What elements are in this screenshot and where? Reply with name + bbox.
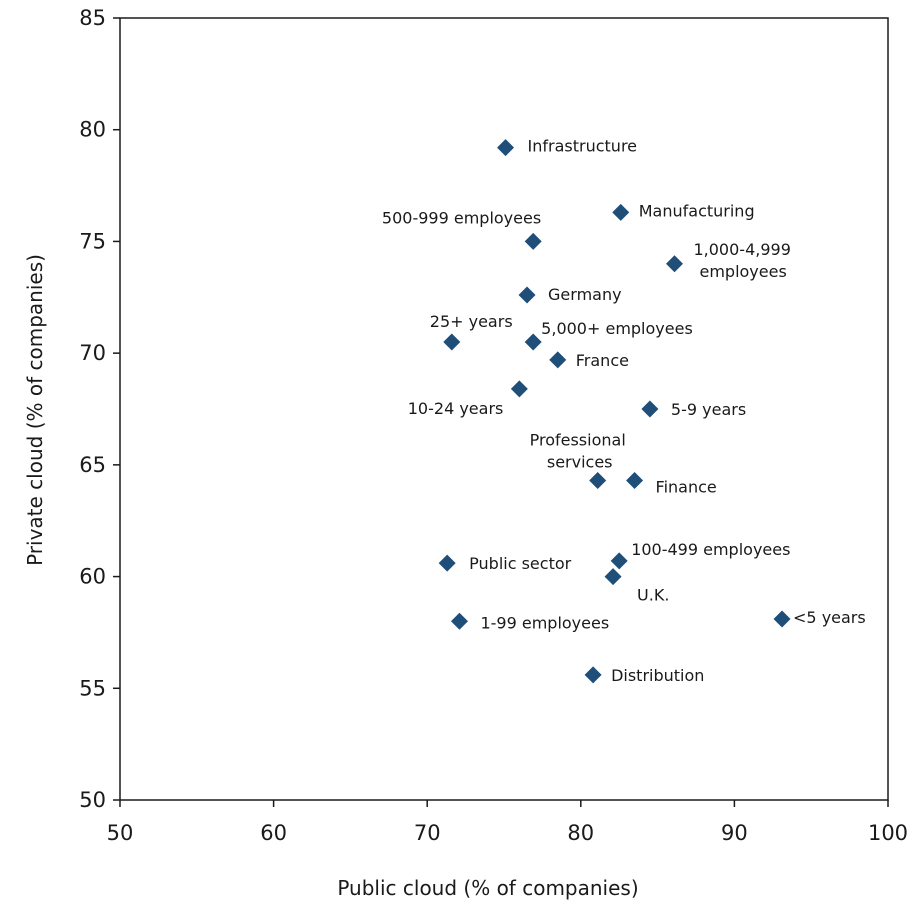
data-point [584,666,602,684]
x-tick-label: 80 [567,821,594,845]
x-tick-label: 100 [868,821,908,845]
y-tick-label: 85 [79,6,106,30]
data-point [665,255,683,273]
x-tick-label: 50 [107,821,134,845]
x-tick-label: 90 [721,821,748,845]
data-point [524,232,542,250]
data-point-label: Finance [656,477,717,496]
data-point [524,333,542,351]
data-point [610,552,628,570]
data-point-label: Public sector [469,554,571,573]
data-point-label: 1-99 employees [480,613,609,632]
data-point-label: <5 years [793,608,866,627]
data-point [510,380,528,398]
data-point [438,554,456,572]
data-point-label: Professional services [530,430,626,471]
data-point [518,286,536,304]
data-point-label: 100-499 employees [631,540,790,559]
data-points [438,139,791,684]
data-point [589,471,607,489]
data-point-label: Infrastructure [528,137,637,156]
data-point [443,333,461,351]
data-point [612,203,630,221]
data-point-label: Distribution [611,666,704,685]
data-point [773,610,791,628]
data-point-label: U.K. [637,586,669,605]
data-point [604,568,622,586]
data-point-label: 10-24 years [408,399,504,418]
y-tick-label: 55 [79,676,106,700]
y-tick-label: 80 [79,118,106,142]
x-axis-title: Public cloud (% of companies) [337,876,638,900]
data-point-label: Germany [548,285,622,304]
plot-frame [119,17,889,801]
axes: 50 60 70 80 90 100 50 55 60 65 70 75 80 85 [79,6,908,845]
x-tick-label: 60 [260,821,287,845]
data-point [626,471,644,489]
data-point-label: 5,000+ employees [541,319,693,338]
data-point-label: France [576,351,629,370]
data-point [641,400,659,418]
y-tick-label: 70 [79,341,106,365]
x-tick-label: 70 [414,821,441,845]
y-tick-label: 65 [79,453,106,477]
data-point [450,612,468,630]
data-point-label: 25+ years [430,312,513,331]
y-tick-label: 60 [79,565,106,589]
data-point-label: Manufacturing [639,201,755,220]
data-point-label: 1,000-4,999 employees [693,240,790,281]
y-axis-title: Private cloud (% of companies) [23,254,47,566]
data-point-label: 500-999 employees [382,208,541,227]
y-tick-label: 75 [79,229,106,253]
data-point-label: 5-9 years [671,400,746,419]
y-tick-label: 50 [79,788,106,812]
point-labels: Infrastructure Manufacturing 500-999 emplo… [382,137,866,685]
data-point [497,139,515,157]
data-point [549,351,567,369]
